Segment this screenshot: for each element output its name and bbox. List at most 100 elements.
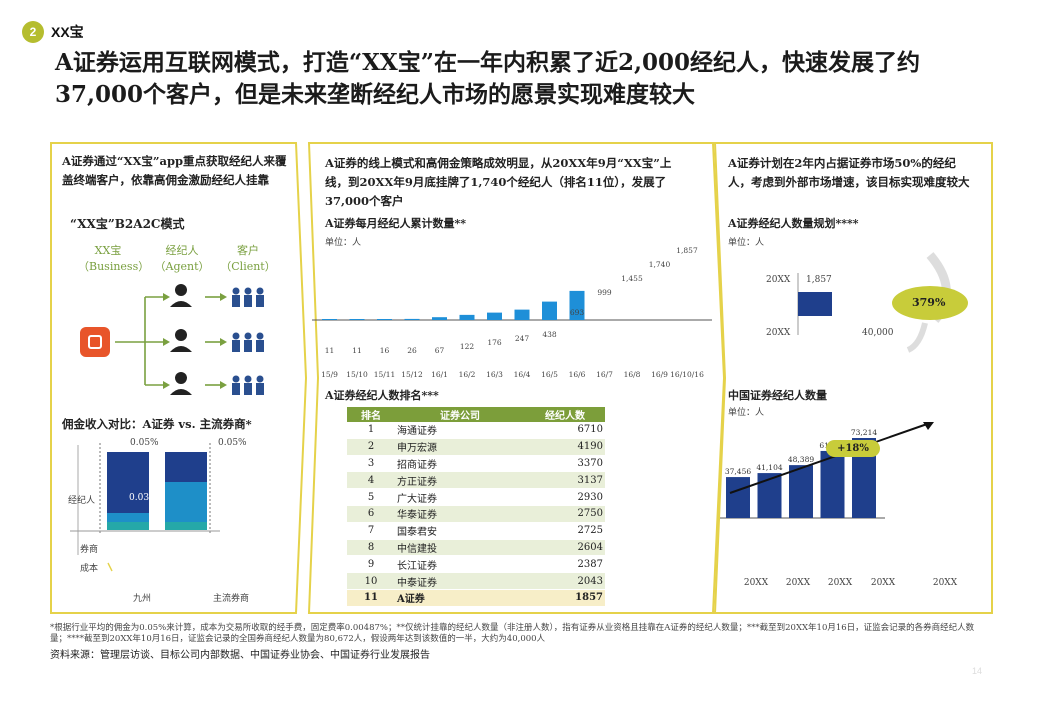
right-panel-frame (711, 142, 993, 614)
china-bar (757, 473, 782, 518)
china-category-label: 20XX (933, 578, 958, 588)
commission-chart (70, 443, 220, 572)
rank-cell-company: 海通证券 (395, 422, 525, 439)
china-value-label: 48,389 (788, 455, 814, 464)
rank-cell-rank: 6 (347, 505, 395, 523)
china-category-label: 20XX (744, 578, 769, 588)
monthly-chart-unit: 单位：人 (325, 238, 362, 248)
commission-top-b: 0.05% (218, 438, 247, 448)
monthly-category-label: 16/6 (569, 370, 586, 379)
section-number-badge: 2 (22, 21, 44, 43)
monthly-bar (404, 318, 420, 320)
rank-cell-rank: 2 (347, 438, 395, 456)
china-bar (820, 450, 845, 518)
china-value-label: 41,104 (756, 463, 782, 472)
rank-cell-rank: 4 (347, 471, 395, 490)
rank-row: 3 招商证券 3370 (347, 455, 605, 473)
role-agent: 经纪人 （Agent） (152, 242, 212, 274)
rank-cell-count: 2750 (525, 505, 605, 523)
rank-cell-count: 1857 (525, 589, 605, 607)
china-value-label: 37,456 (725, 467, 751, 476)
monthly-bar (377, 319, 392, 320)
china-title: 中国证券经纪人数量 (728, 389, 827, 402)
monthly-category-label: 16/10/16 (670, 370, 704, 379)
bar-label-jiuzhou: 九州 (133, 594, 152, 604)
rank-cell-rank: 8 (347, 539, 395, 557)
rank-row: 9 长江证券 2387 (347, 555, 605, 574)
rank-row: 1 海通证券 6710 (347, 422, 605, 439)
client-icons (232, 287, 264, 395)
rank-table-body: 1 海通证券 6710 2 申万宏源 4190 3 招商证券 3370 4 方正证券 3137 5 广大证… (347, 422, 605, 607)
rank-cell-company: 中泰证券 (395, 572, 525, 590)
rank-header-count: 经纪人数 (525, 407, 605, 422)
rank-row: 10 中泰证券 2043 (347, 572, 605, 590)
xxbao-app-icon (80, 327, 110, 357)
china-value-label: 73,214 (851, 428, 877, 437)
rank-cell-rank: 11 (347, 589, 395, 607)
monthly-category-label: 15/9 (321, 370, 338, 379)
commission-bar-a-top (107, 452, 149, 497)
plan-title: A证券经纪人数量规划**** (728, 217, 859, 230)
monthly-bar (514, 309, 530, 320)
commission-bar-b-base (165, 522, 207, 530)
china-category-label: 20XX (828, 578, 853, 588)
monthly-category-label: 16/9 (651, 370, 668, 379)
rank-cell-company: 广大证券 (395, 488, 525, 506)
monthly-value-label: 122 (460, 342, 475, 351)
monthly-bar (432, 317, 447, 320)
rank-cell-rank: 9 (347, 555, 395, 574)
left-intro: A证券通过“XX宝”app重点获取经纪人来覆盖终端客户，依靠高佣金激励经纪人挂靠 (62, 154, 287, 187)
rank-cell-company: 华泰证券 (395, 505, 525, 523)
china-category-label: 20XX (786, 578, 811, 588)
model-title: “XX宝”B2A2C模式 (70, 217, 185, 231)
section-label: XX宝 (51, 24, 84, 40)
rank-cell-company: 申万宏源 (395, 438, 525, 456)
page-number: 14 (972, 666, 983, 676)
role-business-name: XX宝 (94, 244, 122, 257)
rank-title: A证券经纪人数排名*** (325, 389, 439, 402)
rank-cell-company: 国泰君安 (395, 522, 525, 540)
china-bar (789, 465, 813, 518)
commission-bar-b-mid (165, 482, 207, 522)
rank-cell-rank: 7 (347, 522, 395, 540)
growth-badge (892, 286, 968, 320)
monthly-value-label: 999 (597, 288, 612, 297)
rank-row: 2 申万宏源 4190 (347, 438, 605, 456)
monthly-bar (542, 301, 557, 320)
commission-title: 佣金收入对比：A证券 vs. 主流券商* (62, 417, 252, 431)
rank-cell-company: 长江证券 (395, 555, 525, 574)
monthly-category-label: 16/3 (486, 370, 503, 379)
plan-value-1: 1,857 (806, 275, 832, 285)
monthly-category-label: 16/7 (596, 370, 613, 379)
rank-cell-rank: 1 (347, 422, 395, 439)
commission-bar-b-top (165, 452, 207, 482)
rank-header-row: 排名 证券公司 经纪人数 (347, 407, 605, 422)
bar-label-mainstream: 主流券商 (213, 594, 250, 604)
role-agent-en: （Agent） (154, 260, 210, 273)
rank-cell-company: A证券 (395, 589, 525, 607)
plan-year-1: 20XX (766, 275, 791, 285)
rank-cell-rank: 3 (347, 455, 395, 473)
rank-cell-count: 2604 (525, 539, 605, 557)
flow-arrows (115, 296, 220, 386)
role-business: XX宝 （Business） (78, 242, 149, 274)
rank-row: 7 国泰君安 2725 (347, 522, 605, 540)
commission-mid-value: 0.03 (129, 493, 150, 503)
right-intro: A证券计划在2年内占据证券市场50%的经纪人，考虑到外部市场增速，该目标实现难度… (728, 156, 970, 189)
monthly-value-label: 67 (435, 346, 445, 355)
monthly-value-label: 11 (352, 346, 362, 355)
commission-top-a: 0.05% (130, 438, 159, 448)
monthly-category-label: 15/10 (346, 370, 368, 379)
monthly-category-label: 16/8 (624, 370, 641, 379)
rank-cell-company: 招商证券 (395, 455, 525, 473)
rank-cell-count: 2930 (525, 488, 605, 506)
axis-label-agent: 经纪人 (68, 496, 96, 506)
rank-cell-count: 2043 (525, 572, 605, 590)
monthly-value-label: 693 (570, 308, 585, 317)
monthly-value-label: 176 (487, 338, 502, 347)
china-unit: 单位：人 (728, 408, 765, 418)
axis-label-broker: 券商 (80, 545, 99, 555)
rank-cell-count: 4190 (525, 438, 605, 456)
page-title: A证券运用互联网模式，打造“XX宝”在一年内积累了近2,000经纪人，快速发展了… (55, 49, 921, 108)
